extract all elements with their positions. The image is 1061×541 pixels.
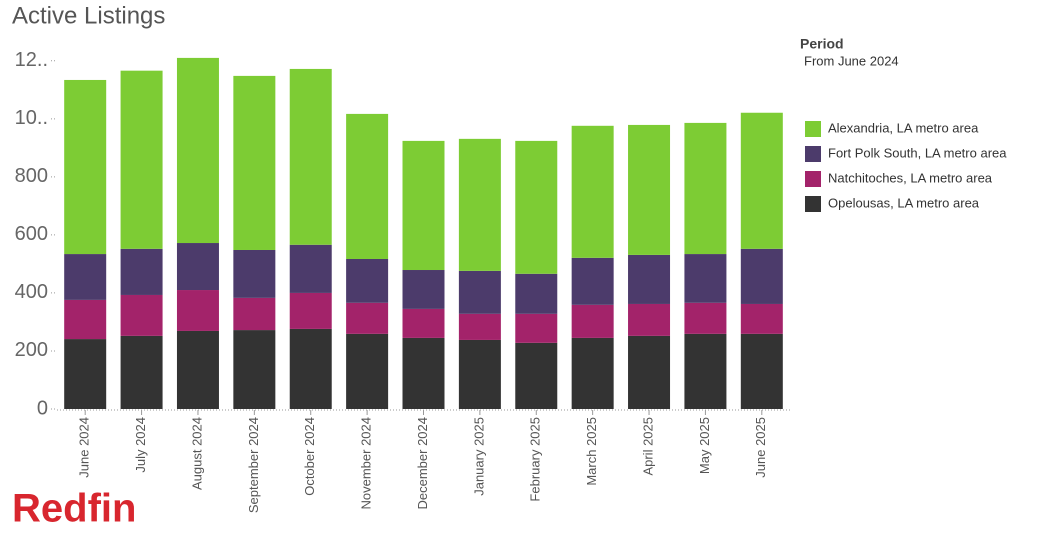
x-tick-label: February 2025	[528, 417, 543, 502]
x-tick-label: June 2025	[753, 417, 768, 478]
bar-segment	[740, 248, 783, 304]
bar-segment	[458, 339, 501, 409]
bar-segment	[684, 254, 727, 303]
bar-segment	[233, 330, 276, 409]
legend-label: Opelousas, LA metro area	[828, 195, 980, 210]
bar-segment	[458, 138, 501, 271]
bar-segment	[289, 292, 332, 329]
bar-segment	[740, 112, 783, 249]
legend-swatch	[805, 196, 821, 212]
bar-segment	[176, 290, 219, 331]
bar-segment	[628, 254, 671, 304]
x-tick-label: January 2025	[471, 417, 486, 496]
bar-segment	[120, 335, 163, 409]
bar-segment	[402, 270, 445, 309]
bar-segment	[346, 258, 389, 303]
bar-segment	[176, 330, 219, 409]
legend-swatch	[805, 121, 821, 137]
y-tick-label: 10..	[15, 107, 48, 129]
y-tick-label: 12..	[15, 49, 48, 71]
bar-segment	[571, 337, 614, 409]
bar-segment	[571, 304, 614, 338]
logo: Redfin	[12, 487, 136, 531]
bar-segment	[684, 333, 727, 409]
bar-segment	[64, 299, 107, 340]
bar-segment	[176, 243, 219, 291]
bar-segment	[515, 140, 558, 274]
bar-segment	[684, 302, 727, 334]
y-tick-label: 800	[15, 165, 48, 187]
legend-label: Alexandria, LA metro area	[828, 120, 979, 135]
bar-segment	[515, 273, 558, 314]
x-tick-label: June 2024	[77, 417, 92, 478]
bar-segment	[64, 339, 107, 409]
bar-segment	[346, 333, 389, 409]
legend-label: Fort Polk South, LA metro area	[828, 145, 1007, 160]
bar-segment	[740, 333, 783, 409]
bar-segment	[176, 57, 219, 244]
bar-segment	[458, 270, 501, 314]
bar-segment	[628, 303, 671, 336]
legend-subtitle: From June 2024	[804, 53, 899, 68]
bar-segment	[571, 257, 614, 305]
bar-segment	[233, 297, 276, 331]
x-tick-label: December 2024	[415, 417, 430, 510]
bar-segment	[233, 75, 276, 250]
bar-segment	[402, 140, 445, 271]
bar-segment	[64, 254, 107, 300]
bar-segment	[233, 249, 276, 298]
y-tick-label: 600	[15, 223, 48, 245]
bar-segment	[402, 337, 445, 409]
bar-segment	[740, 303, 783, 334]
x-tick-label: March 2025	[584, 417, 599, 486]
bar-segment	[120, 70, 163, 249]
x-tick-label: September 2024	[246, 417, 261, 513]
legend-swatch	[805, 146, 821, 162]
legend-swatch	[805, 171, 821, 187]
x-tick-label: July 2024	[133, 417, 148, 473]
bar-segment	[684, 122, 727, 255]
x-tick-label: November 2024	[359, 417, 374, 510]
y-tick-label: 200	[15, 339, 48, 361]
bar-segment	[515, 313, 558, 343]
bar-segment	[64, 79, 107, 255]
x-tick-label: August 2024	[189, 417, 204, 490]
bar-segment	[120, 294, 163, 336]
bar-segment	[458, 313, 501, 340]
bar-segment	[515, 342, 558, 409]
x-tick-label: April 2025	[640, 417, 655, 476]
y-tick-label: 400	[15, 281, 48, 303]
bar-segment	[628, 335, 671, 409]
chart-title: Active Listings	[12, 2, 165, 29]
bar-segment	[289, 244, 332, 293]
bar-segment	[289, 68, 332, 245]
bar-segment	[628, 124, 671, 255]
bar-segment	[346, 113, 389, 259]
legend-title: Period	[800, 36, 844, 52]
bar-segment	[289, 328, 332, 409]
bar-segment	[120, 248, 163, 295]
bar-segment	[402, 308, 445, 338]
bar-segment	[346, 302, 389, 334]
y-tick-label: 0	[37, 397, 48, 419]
legend-label: Natchitoches, LA metro area	[828, 170, 993, 185]
x-tick-label: May 2025	[697, 417, 712, 474]
x-tick-label: October 2024	[302, 417, 317, 496]
bar-segment	[571, 125, 614, 258]
